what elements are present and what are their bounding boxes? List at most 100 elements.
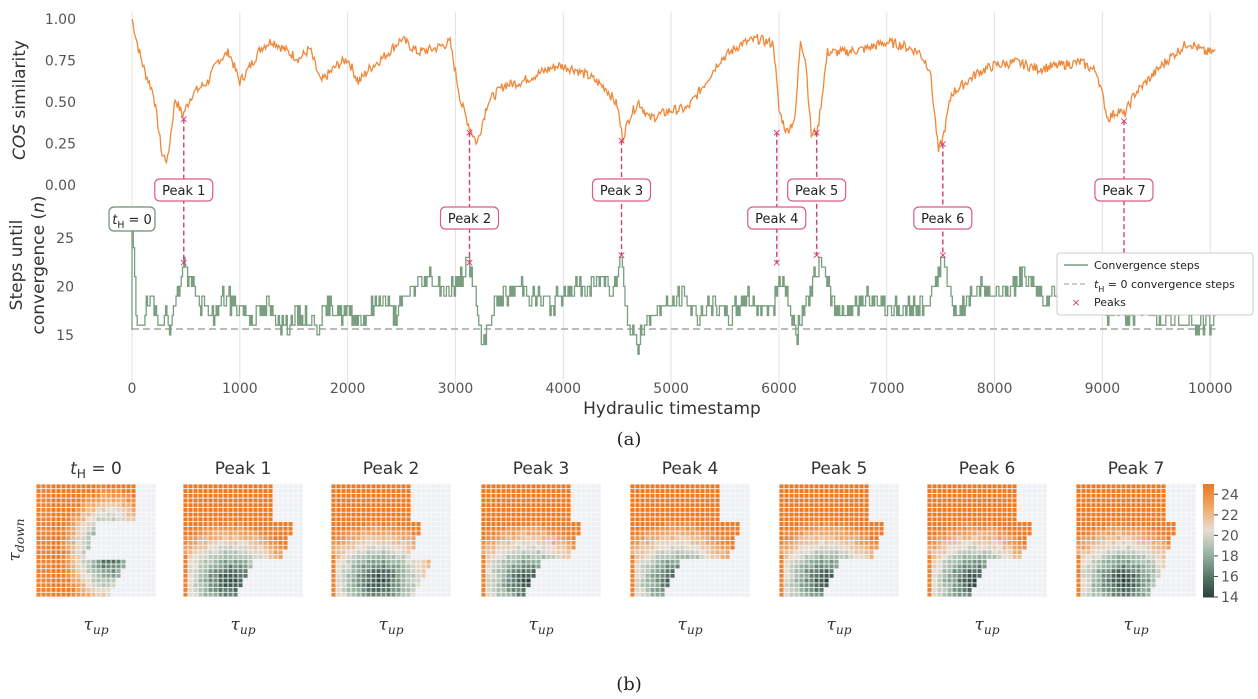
peak-label-box [439, 206, 500, 230]
heatmap-cell [710, 545, 715, 550]
heatmap-cell [223, 517, 228, 522]
heatmap-cell [874, 531, 879, 536]
heatmap-cell [715, 484, 720, 489]
heatmap-cell [680, 526, 685, 531]
heatmap-cell [972, 564, 977, 569]
heatmap-cell [188, 536, 193, 541]
heatmap-cell [859, 503, 864, 508]
heatmap-cell [849, 493, 854, 498]
heatmap-cell [1002, 555, 1007, 559]
heatmap-cell [690, 493, 695, 498]
heatmap-cell [947, 540, 952, 545]
heatmap-cell [937, 493, 942, 498]
heatmap-cell [1131, 507, 1136, 512]
heatmap-cell [223, 493, 228, 498]
heatmap-cell [1141, 498, 1146, 503]
heatmap-cell [670, 559, 675, 564]
legend-swatch-peaks: × [1071, 296, 1080, 309]
heatmap-cell [814, 569, 819, 574]
heatmap-cell [381, 493, 386, 498]
heatmap-cell [203, 564, 208, 569]
heatmap-cell [824, 578, 829, 583]
heatmap-cell [1136, 517, 1141, 522]
heatmap-xlabel: τup [677, 615, 702, 637]
heatmap-cell [794, 489, 799, 494]
heatmap-cell [283, 522, 288, 526]
heatmap-cell [336, 522, 341, 526]
heatmap-cell [1146, 498, 1151, 503]
heatmap-cell [546, 503, 551, 508]
heatmap-cell [1111, 526, 1116, 531]
heatmap-cell [799, 564, 804, 569]
heatmap-cell [208, 559, 213, 564]
heatmap-cell [561, 493, 566, 498]
heatmap-cell [391, 587, 396, 592]
heatmap-cell [1106, 531, 1111, 536]
heatmap-cell [720, 545, 725, 550]
heatmap-cell [341, 484, 346, 489]
heatmap-cell [1141, 545, 1146, 550]
heatmap-cell [710, 517, 715, 522]
heatmap-cell [51, 493, 56, 498]
heatmap-cell [1171, 531, 1176, 536]
heatmap-cell [101, 583, 106, 588]
heatmap-cell [700, 536, 705, 541]
heatmap-cell [193, 592, 198, 597]
heatmap-cell [675, 498, 680, 503]
heatmap-cell [521, 587, 526, 592]
heatmap-title: Peak 6 [959, 459, 1016, 479]
heatmap-cell [526, 550, 531, 555]
heatmap-cell [188, 493, 193, 498]
colorbar-segment [1203, 497, 1214, 500]
heatmap-cell [521, 555, 526, 559]
heatmap-cell [66, 578, 71, 583]
heatmap-cell [849, 507, 854, 512]
heatmap-cell [789, 507, 794, 512]
heatmap-cell [243, 559, 248, 564]
heatmap-cell [486, 507, 491, 512]
heatmap-cell [238, 493, 243, 498]
heatmap-cell [341, 578, 346, 583]
heatmap-cell [1151, 531, 1156, 536]
heatmap-cell [106, 587, 111, 592]
heatmap-cell [106, 583, 111, 588]
heatmap-cell [1086, 564, 1091, 569]
heatmap-cell [46, 484, 51, 489]
heatmap-cell [126, 512, 131, 517]
heatmap-cell [331, 512, 336, 517]
heatmap-cell [645, 489, 650, 494]
heatmap-cell [401, 569, 406, 574]
heatmap-cell [680, 550, 685, 555]
heatmap-cell [66, 550, 71, 555]
heatmap-cell [1151, 540, 1156, 545]
heatmap-cell [506, 592, 511, 597]
heatmap-cell [1012, 489, 1017, 494]
heatmap-cell [869, 555, 874, 559]
colorbar-segment [1203, 570, 1214, 574]
heatmap-cell [1076, 507, 1081, 512]
heatmap-cell [927, 559, 932, 564]
heatmap-cell [91, 578, 96, 583]
heatmap-cell [977, 564, 982, 569]
heatmap-cell [680, 531, 685, 536]
heatmap-cell [506, 503, 511, 508]
heatmap-cell [1086, 569, 1091, 574]
heatmap-cell [486, 540, 491, 545]
colorbar-segment [1203, 540, 1214, 543]
heatmap-cell [76, 484, 81, 489]
heatmap-cell [71, 569, 76, 574]
heatmap-cell [396, 517, 401, 522]
heatmap-cell [655, 498, 660, 503]
heatmap-cell [1136, 559, 1141, 564]
heatmap-cell [198, 489, 203, 494]
heatmap-cell [41, 536, 46, 541]
heatmap-cell [839, 526, 844, 531]
heatmap-cell [341, 531, 346, 536]
heatmap-cell [670, 517, 675, 522]
heatmap-cell [1156, 484, 1161, 489]
heatmap-cell [645, 526, 650, 531]
heatmap-cell [1146, 503, 1151, 508]
heatmap-cell [183, 583, 188, 588]
heatmap-cell [645, 493, 650, 498]
heatmap-cell [864, 540, 869, 545]
